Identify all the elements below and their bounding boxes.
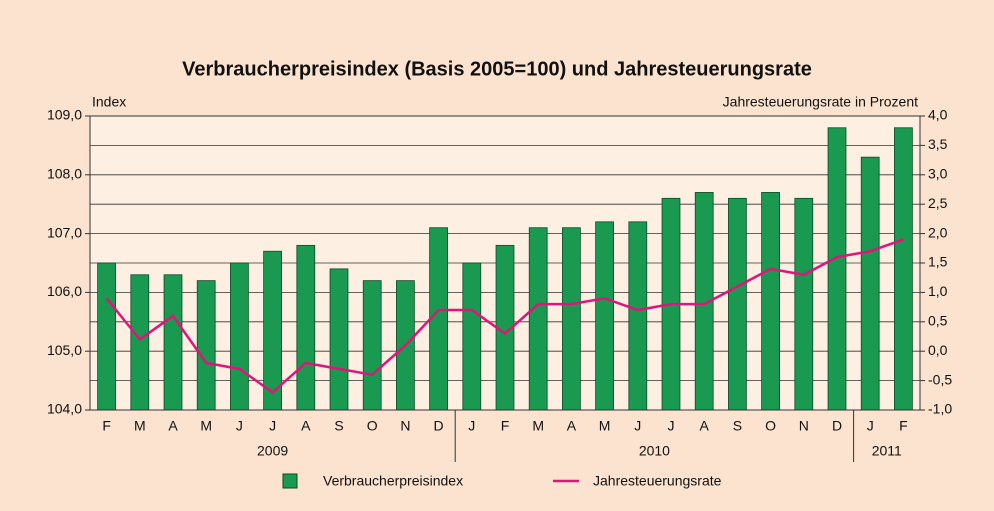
x-tick-label: N — [799, 418, 809, 434]
x-tick-label: A — [301, 418, 311, 434]
bar — [894, 127, 913, 411]
y2-tick-label: 3,0 — [928, 166, 948, 182]
x-tick-label: A — [567, 418, 577, 434]
x-tick-label: J — [668, 418, 675, 434]
bar — [296, 244, 316, 411]
y2-tick-label: 1,5 — [928, 254, 948, 270]
bar — [761, 192, 780, 411]
bar — [130, 274, 150, 411]
x-tick-label: J — [468, 418, 475, 434]
bar — [230, 262, 249, 411]
x-tick-label: M — [599, 418, 611, 434]
bar — [429, 227, 448, 411]
y2-tick-label: -0,5 — [928, 371, 952, 387]
x-tick-label: A — [168, 418, 178, 434]
bar — [362, 280, 382, 411]
y-axis-label: Index — [92, 94, 126, 110]
y-tick-label: 104,0 — [47, 401, 82, 417]
bar — [628, 221, 648, 411]
y2-tick-label: -1,0 — [928, 401, 952, 417]
y-tick-label: 106,0 — [47, 283, 82, 299]
legend-label: Verbraucherpreisindex — [323, 473, 463, 489]
bar — [329, 268, 349, 411]
y2-tick-label: 2,5 — [928, 195, 948, 211]
x-tick-label: O — [765, 418, 776, 434]
x-group-label: 2009 — [257, 443, 288, 459]
bar — [827, 127, 847, 411]
bar — [528, 227, 548, 411]
y-tick-label: 107,0 — [47, 224, 82, 240]
x-tick-label: M — [532, 418, 544, 434]
x-tick-label: J — [634, 418, 641, 434]
bar — [196, 280, 216, 411]
bar — [163, 274, 183, 411]
x-tick-label: F — [501, 418, 510, 434]
bar — [728, 197, 747, 411]
x-group-label: 2010 — [639, 443, 670, 459]
bar — [97, 262, 116, 411]
x-tick-label: A — [700, 418, 710, 434]
x-tick-label: S — [334, 418, 343, 434]
y2-tick-label: 1,0 — [928, 283, 948, 299]
bar — [794, 197, 814, 411]
bar — [562, 227, 581, 411]
line — [105, 238, 904, 394]
x-tick-label: F — [102, 418, 111, 434]
y2-tick-label: 2,0 — [928, 224, 948, 240]
y-tick-label: 109,0 — [47, 107, 82, 123]
x-tick-label: J — [867, 418, 874, 434]
x-group-label: 2011 — [872, 443, 902, 459]
y2-axis-label: Jahresteuerungsrate in Prozent — [723, 94, 918, 110]
x-tick-label: D — [832, 418, 842, 434]
x-tick-label: F — [899, 418, 908, 434]
y2-tick-label: 0,0 — [928, 342, 948, 358]
legend-label: Jahresteuerungsrate — [593, 473, 722, 489]
x-tick-label: N — [400, 418, 410, 434]
x-tick-label: S — [733, 418, 742, 434]
x-tick-label: M — [200, 418, 212, 434]
y2-tick-label: 0,5 — [928, 313, 948, 329]
chart-title: Verbraucherpreisindex (Basis 2005=100) u… — [182, 58, 812, 80]
x-tick-label: J — [236, 418, 243, 434]
x-tick-label: O — [367, 418, 378, 434]
x-tick-label: D — [434, 418, 444, 434]
x-tick-label: J — [269, 418, 276, 434]
y-tick-label: 108,0 — [47, 166, 82, 182]
y2-tick-label: 4,0 — [928, 107, 948, 123]
bar — [860, 156, 880, 411]
bar — [462, 262, 482, 411]
x-tick-label: M — [134, 418, 146, 434]
legend-swatch — [282, 473, 298, 489]
bar — [595, 221, 614, 411]
y2-tick-label: 3,5 — [928, 136, 948, 152]
y-tick-label: 105,0 — [47, 342, 82, 358]
